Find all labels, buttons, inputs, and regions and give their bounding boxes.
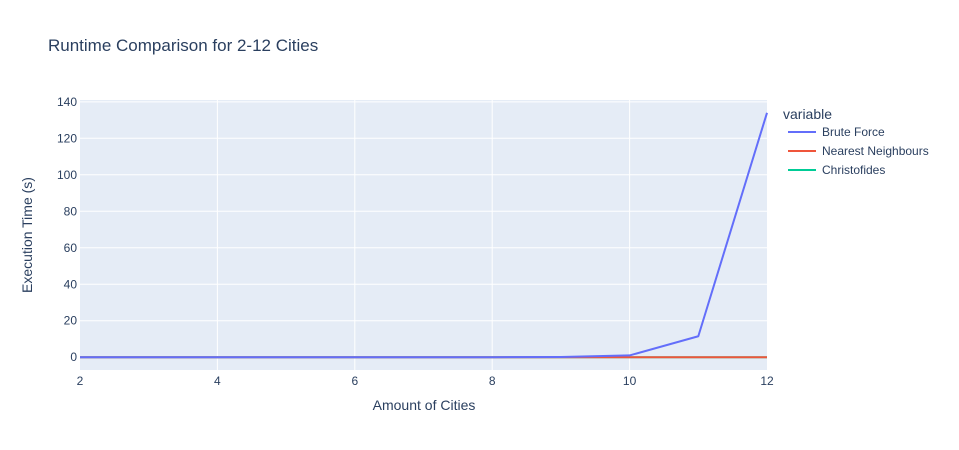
legend-label-nearest-neighbours: Nearest Neighbours [822, 144, 929, 158]
x-tick-label: 8 [489, 374, 496, 388]
y-tick-label: 20 [64, 314, 78, 328]
x-axis-label: Amount of Cities [373, 397, 476, 413]
y-tick-label: 0 [70, 350, 77, 364]
y-tick-label: 80 [64, 204, 78, 218]
y-tick-label: 120 [57, 131, 77, 145]
x-tick-label: 12 [760, 374, 774, 388]
x-axis-ticks: 2 4 6 8 10 12 [77, 374, 774, 388]
legend-label-christofides: Christofides [822, 163, 885, 177]
legend-title: variable [783, 106, 832, 122]
x-tick-label: 6 [351, 374, 358, 388]
y-axis-label: Execution Time (s) [19, 177, 35, 293]
series-line-brute-force [80, 112, 768, 359]
x-tick-label: 2 [77, 374, 84, 388]
x-tick-label: 4 [214, 374, 221, 388]
y-tick-label: 60 [64, 241, 78, 255]
series-group [80, 112, 768, 359]
x-tick-label: 10 [623, 374, 637, 388]
chart-title: Runtime Comparison for 2-12 Cities [48, 36, 318, 55]
y-tick-label: 40 [64, 277, 78, 291]
plot-area [80, 100, 767, 370]
y-tick-label: 100 [57, 168, 77, 182]
y-axis-ticks: 0 20 40 60 80 100 120 140 [57, 95, 77, 364]
legend-label-brute-force: Brute Force [822, 125, 885, 139]
y-tick-label: 140 [57, 95, 77, 109]
legend: variable Brute Force Nearest Neighbours Ch… [783, 106, 929, 177]
grid-lines [80, 100, 767, 370]
